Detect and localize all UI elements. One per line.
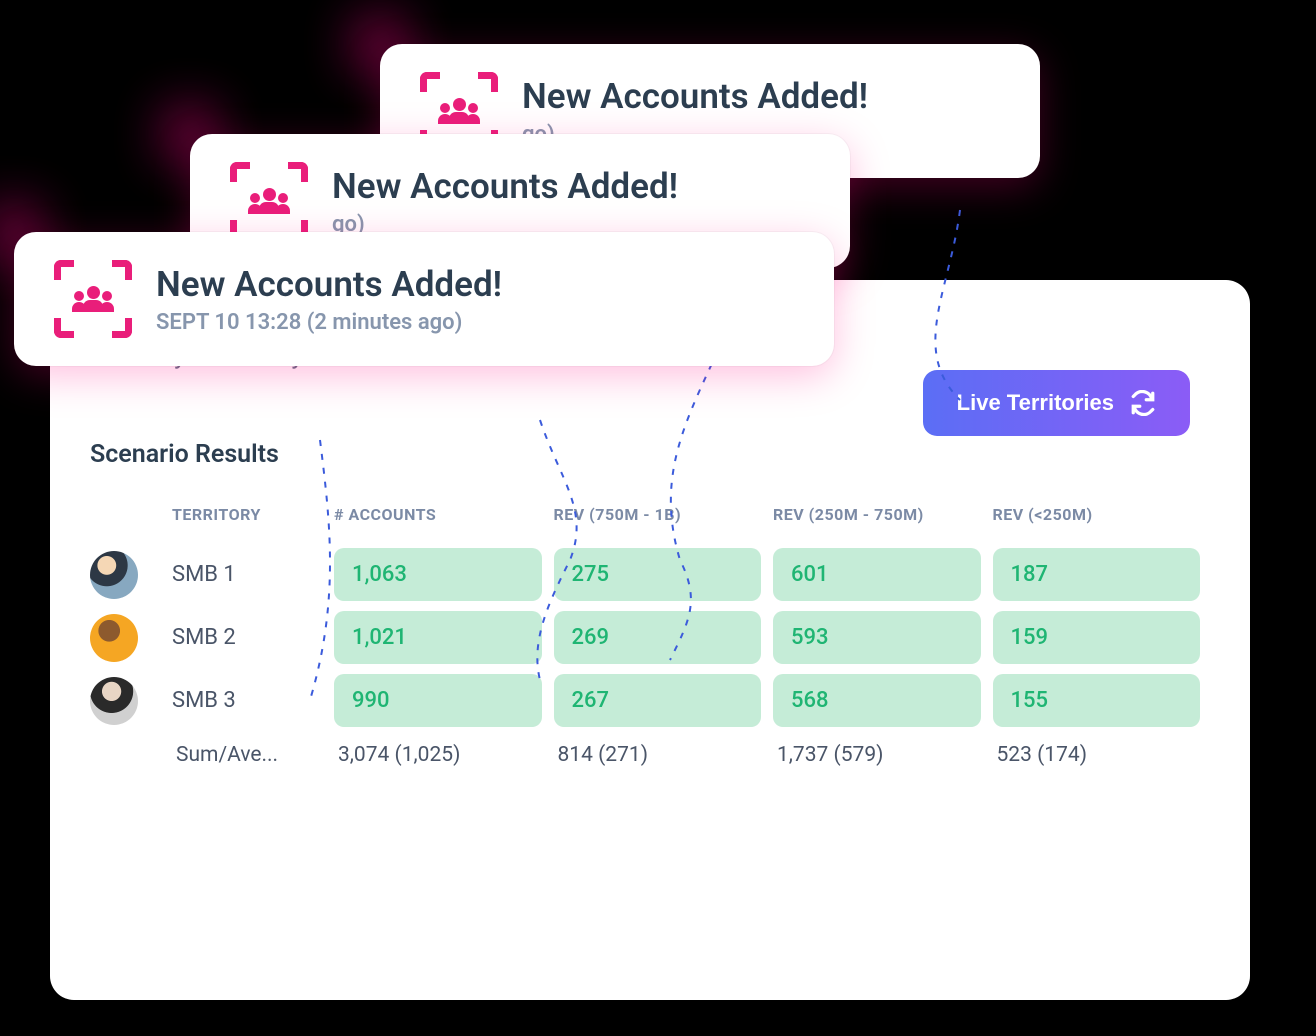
territory-name: SMB 2 — [172, 625, 322, 650]
footer-rev3: 523 (174) — [993, 743, 1201, 767]
cell-rev2: 593 — [773, 611, 981, 664]
avatar — [90, 551, 138, 599]
cell-rev1: 275 — [554, 548, 762, 601]
col-territory: TERRITORY — [172, 505, 322, 524]
footer-label: Sum/Ave... — [172, 743, 322, 767]
col-accounts: # ACCOUNTS — [334, 505, 542, 524]
section-title: Scenario Results — [90, 440, 1200, 469]
notification-title: New Accounts Added! — [156, 264, 502, 306]
notification-subtitle: SEPT 10 13:28 (2 minutes ago) — [156, 310, 502, 335]
cell-accounts: 1,063 — [334, 548, 542, 601]
cell-rev2: 568 — [773, 674, 981, 727]
table-footer-row: Sum/Ave... 3,074 (1,025) 814 (271) 1,737… — [90, 743, 1200, 767]
cell-rev3: 159 — [993, 611, 1201, 664]
accounts-icon — [230, 162, 308, 240]
cell-rev3: 187 — [993, 548, 1201, 601]
territory-name: SMB 1 — [172, 562, 322, 587]
notification-title: New Accounts Added! — [332, 166, 678, 208]
footer-rev1: 814 (271) — [554, 743, 762, 767]
accounts-icon — [54, 260, 132, 338]
footer-rev2: 1,737 (579) — [773, 743, 981, 767]
live-territories-button[interactable]: Live Territories — [923, 370, 1190, 436]
avatar — [90, 677, 138, 725]
refresh-icon — [1130, 390, 1156, 416]
results-table: TERRITORY # ACCOUNTS REV (750M - 1B) REV… — [90, 505, 1200, 767]
cell-rev2: 601 — [773, 548, 981, 601]
cell-rev1: 269 — [554, 611, 762, 664]
col-rev-2: REV (250M - 750M) — [773, 505, 981, 524]
cell-accounts: 1,021 — [334, 611, 542, 664]
footer-accounts: 3,074 (1,025) — [334, 743, 542, 767]
table-row: SMB 2 1,021 269 593 159 — [90, 611, 1200, 664]
notification-title: New Accounts Added! — [522, 76, 868, 118]
table-row: SMB 3 990 267 568 155 — [90, 674, 1200, 727]
cell-rev1: 267 — [554, 674, 762, 727]
col-rev-3: REV (<250M) — [993, 505, 1201, 524]
col-rev-1: REV (750M - 1B) — [554, 505, 762, 524]
table-row: SMB 1 1,063 275 601 187 — [90, 548, 1200, 601]
dashboard-card: Territory Summary View Live Territories … — [50, 280, 1250, 1000]
territory-name: SMB 3 — [172, 688, 322, 713]
table-header-row: TERRITORY # ACCOUNTS REV (750M - 1B) REV… — [90, 505, 1200, 548]
cell-rev3: 155 — [993, 674, 1201, 727]
live-territories-label: Live Territories — [957, 390, 1114, 416]
cell-accounts: 990 — [334, 674, 542, 727]
avatar — [90, 614, 138, 662]
